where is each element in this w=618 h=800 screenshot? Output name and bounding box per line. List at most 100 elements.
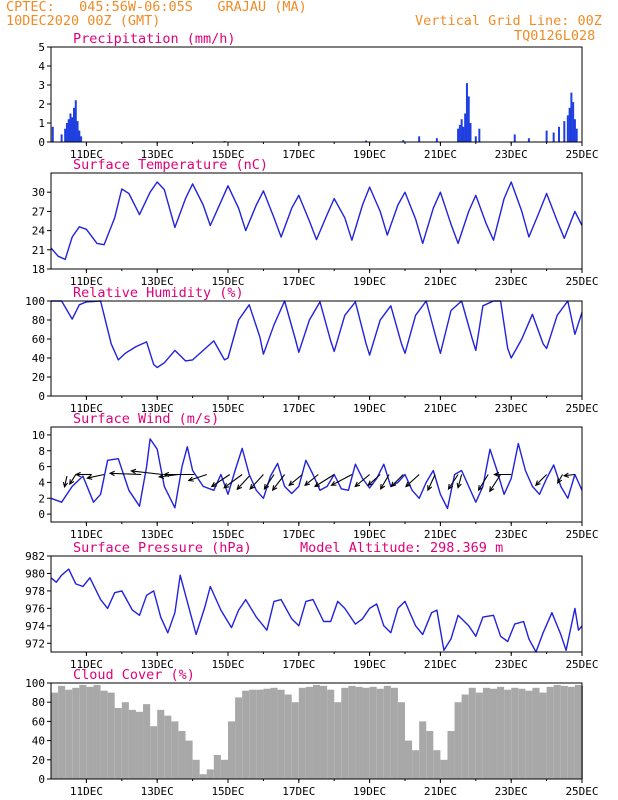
wind-arrow-head (557, 477, 563, 484)
wind-arrow-head (271, 485, 278, 492)
x-tick-label: 23DEC (495, 402, 528, 415)
wind-arrow (272, 474, 286, 491)
x-tick-label: 11DEC (70, 148, 103, 161)
cloud-bar (199, 774, 207, 779)
cloud-bar (567, 686, 575, 779)
precip-bar (460, 119, 463, 142)
x-tick-label: 23DEC (495, 528, 528, 541)
wind-arrow (314, 474, 335, 487)
wind-arrow (427, 474, 436, 491)
cloud-bar (405, 740, 413, 779)
precip-bar (69, 113, 72, 142)
cloud-bar (482, 687, 490, 779)
wind-arrow-head (456, 482, 462, 489)
panel-title: Precipitation (mm/h) (73, 31, 236, 47)
wind-arrow (448, 474, 459, 490)
precip-bar (575, 128, 578, 142)
precip-bar (67, 119, 70, 142)
cloud-bar (213, 755, 221, 779)
wind-arrow-head (493, 471, 500, 478)
cloud-bar (86, 686, 94, 779)
precip-bar (74, 100, 77, 142)
wind-arrow-head (86, 474, 93, 480)
cloud-bar (341, 687, 349, 779)
y-tick-label: 4 (38, 476, 45, 489)
cloud-bar (546, 686, 554, 779)
cloud-bar (157, 709, 165, 779)
precip-bar (572, 102, 575, 142)
wind-arrow-head (354, 481, 361, 488)
x-tick-label: 23DEC (495, 658, 528, 671)
cloud-bar (390, 687, 398, 779)
x-tick-label: 11DEC (70, 658, 103, 671)
precip-bar (469, 123, 472, 142)
precip-bar (478, 128, 481, 142)
y-tick-label: 3 (38, 79, 45, 92)
wind-arrow (535, 474, 547, 486)
y-tick-label: 40 (32, 352, 45, 365)
y-tick-label: 60 (32, 715, 45, 728)
cloud-bar (249, 689, 257, 779)
cloud-bar (228, 721, 236, 779)
x-tick-label: 25DEC (565, 148, 598, 161)
wind-arrow-head (236, 484, 243, 491)
wind-arrow (236, 475, 250, 490)
cloud-bar (164, 715, 172, 779)
cloud-bar (114, 707, 122, 779)
x-tick-label: 13DEC (141, 402, 174, 415)
panel-frame (50, 682, 583, 780)
wind-arrow-head (427, 485, 433, 492)
cloud-bar (362, 687, 370, 779)
precip-bar (552, 132, 555, 142)
y-tick-label: 20 (32, 371, 45, 384)
cloud-bar (511, 687, 519, 779)
cloud-bar (128, 709, 136, 779)
y-tick-label: 6 (38, 461, 45, 474)
wind-arrow-head (380, 483, 386, 490)
cloud-bar (135, 711, 144, 779)
cloud-bar (433, 750, 441, 779)
panel-title: Surface Wind (m/s) (73, 411, 219, 427)
wind-arrow-head (562, 472, 570, 478)
y-tick-label: 40 (32, 735, 45, 748)
y-tick-label: 27 (32, 205, 45, 218)
x-tick-label: 15DEC (211, 275, 244, 288)
cloud-bar (475, 692, 483, 779)
precip-bar (462, 126, 465, 142)
x-tick-label: 11DEC (70, 402, 103, 415)
x-tick-label: 25DEC (565, 402, 598, 415)
wind-arrow (304, 474, 319, 486)
precip-bar (467, 96, 470, 142)
precip-bar (458, 124, 461, 142)
cloud-bar (426, 731, 434, 779)
wind-arrow-head (157, 473, 165, 480)
y-tick-label: 0 (38, 508, 45, 521)
cloud-bar (504, 689, 512, 779)
model-altitude-label: Model Altitude: 298.369 m (300, 540, 503, 556)
cloud-bar (397, 702, 405, 779)
y-tick-label: 1 (38, 117, 45, 130)
wind-arrow (405, 474, 420, 487)
wind-arrow (331, 474, 353, 486)
model-code-label: TQ0126L028 (514, 28, 596, 44)
precip-bar (60, 134, 63, 142)
x-tick-label: 25DEC (565, 785, 598, 798)
cloud-bar (334, 702, 342, 779)
precip-bar (457, 128, 460, 142)
cloud-bar (454, 702, 462, 779)
cloud-bar (185, 740, 193, 779)
x-tick-label: 17DEC (282, 148, 315, 161)
cloud-bar (497, 686, 505, 779)
wind-arrow (564, 473, 575, 477)
cloud-bar (291, 702, 299, 779)
wind-arrow (249, 474, 264, 490)
panel-title: Relative Humidity (%) (73, 285, 244, 301)
y-tick-label: 4 (38, 60, 45, 73)
cloud-bar (383, 685, 391, 779)
series-line (50, 181, 583, 261)
wind-arrow-head (130, 468, 137, 475)
precip-bar (566, 115, 569, 142)
precip-bar (76, 121, 79, 142)
x-tick-label: 17DEC (282, 785, 315, 798)
